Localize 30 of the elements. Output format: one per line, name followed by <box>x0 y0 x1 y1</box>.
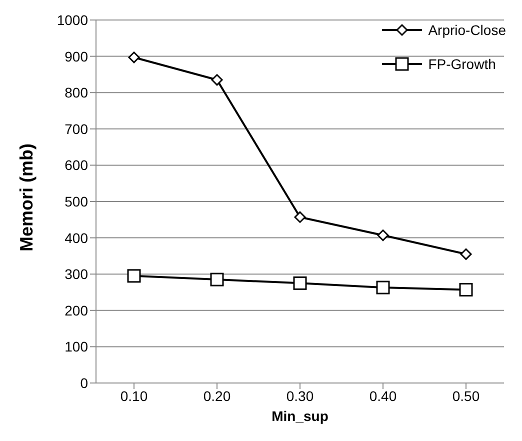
x-tick-label: 0.20 <box>203 388 231 404</box>
point <box>294 211 306 223</box>
point <box>293 276 307 290</box>
point <box>460 248 472 260</box>
y-tick-label: 300 <box>64 266 88 282</box>
y-tick-label: 800 <box>64 84 88 101</box>
x-tick-label: 0.30 <box>286 388 314 404</box>
y-tick-label: 700 <box>64 120 88 137</box>
x-axis-title: Min_sup <box>272 408 328 424</box>
y-tick-label: 400 <box>64 230 88 246</box>
point <box>128 52 140 64</box>
x-tick-label: 0.50 <box>452 388 480 404</box>
point <box>459 282 473 296</box>
point <box>127 269 141 283</box>
x-tick-label: 0.10 <box>120 388 148 404</box>
x-tick-label: 0.40 <box>369 388 397 404</box>
legend-label: Arprio-Close <box>428 22 506 38</box>
y-axis-title: Memori (mb) <box>16 143 36 252</box>
y-tick-label: 500 <box>64 193 88 210</box>
y-tick-label: 0 <box>80 374 88 391</box>
point <box>210 272 224 286</box>
y-tick-label: 200 <box>64 302 88 318</box>
y-tick-label: 600 <box>64 157 88 174</box>
point <box>376 280 390 294</box>
y-tick-label: 100 <box>64 338 88 355</box>
legend-label: FP-Growth <box>428 56 496 72</box>
y-tick-label: 1000 <box>56 12 88 28</box>
y-tick-label: 900 <box>64 48 88 64</box>
point <box>377 230 389 242</box>
point <box>211 74 223 86</box>
